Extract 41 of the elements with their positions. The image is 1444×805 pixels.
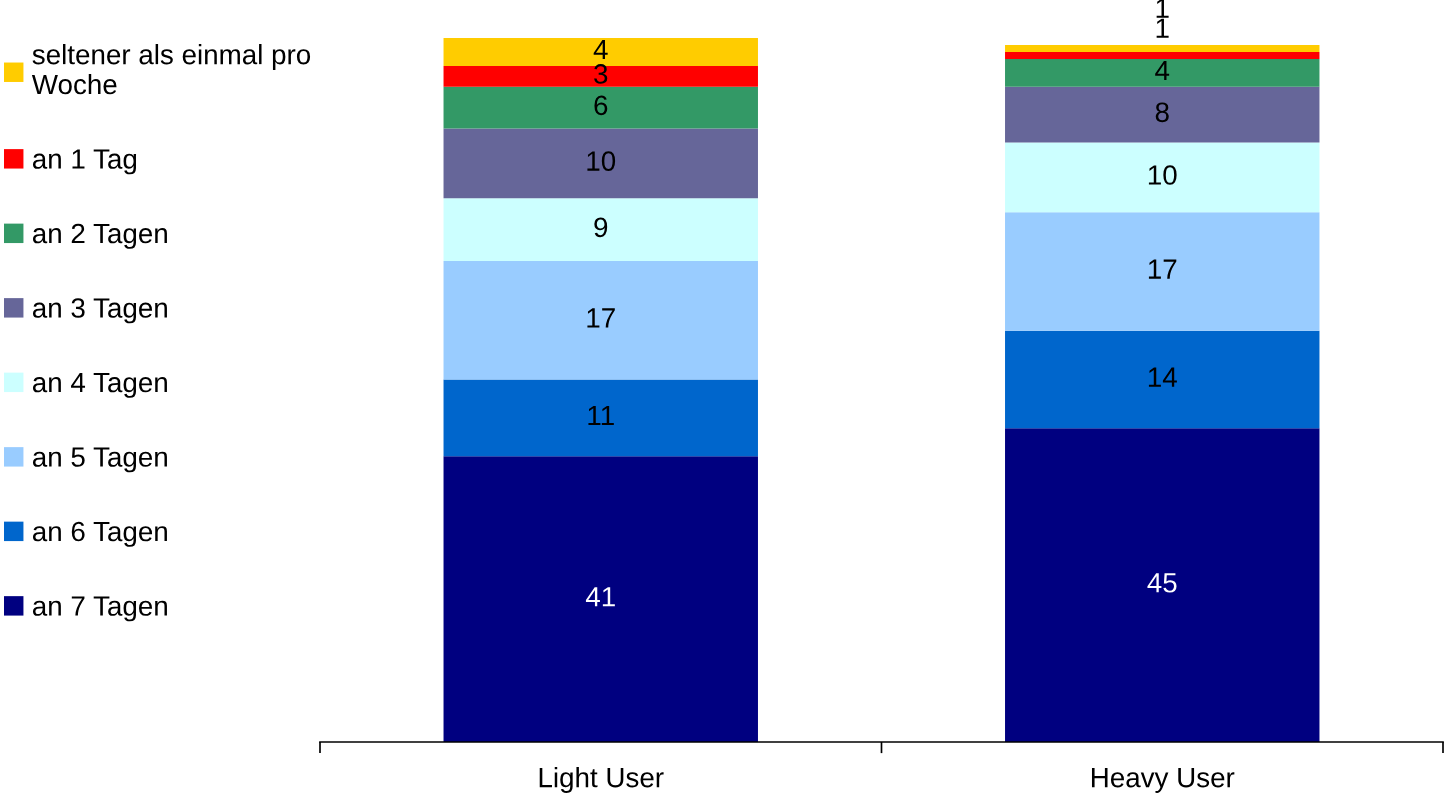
data-label: 41 [585,587,615,607]
bar [443,379,758,457]
data-label: 11 [588,405,614,426]
bar [443,456,758,742]
data-label: 8 [1155,102,1169,123]
bar [1005,330,1320,429]
data-label: 10 [1148,165,1177,185]
bar [1005,58,1320,87]
data-label: 14 [1148,367,1177,387]
bar [443,261,758,380]
data-label: 10 [587,151,616,171]
legend-label: seltener als einmal pro Woche [31,44,311,95]
x-tick-label: Light User [539,767,664,793]
legend-label: an 7 Tagen [32,596,167,622]
data-label: 45 [1147,573,1177,593]
bar [443,198,758,262]
bar [1005,44,1320,52]
data-label: 6 [594,95,608,116]
bar [1005,86,1320,143]
legend-label: an 2 Tagen [32,223,167,249]
x-tick-label: Heavy User [1091,768,1235,793]
data-label: 4 [593,40,608,60]
data-label: 4 [1155,60,1170,81]
legend-label: an 3 Tagen [32,298,167,324]
bar [443,86,758,129]
bar [443,128,758,199]
bar [1005,212,1320,331]
legend-label: an 5 Tagen [32,447,167,473]
bar [1005,51,1320,59]
bar [443,38,758,66]
data-label: 3 [594,64,608,84]
data-label: 1 [1156,18,1169,38]
data-label: 17 [1148,259,1177,279]
bar [1005,428,1320,742]
legend-label: an 6 Tagen [32,521,167,547]
data-label: 17 [587,308,615,328]
legend-label: an 1 Tag [32,149,137,175]
data-label: 9 [594,217,608,238]
legend-label: an 4 Tagen [32,372,167,398]
bar [1005,142,1320,213]
bar [443,65,758,87]
